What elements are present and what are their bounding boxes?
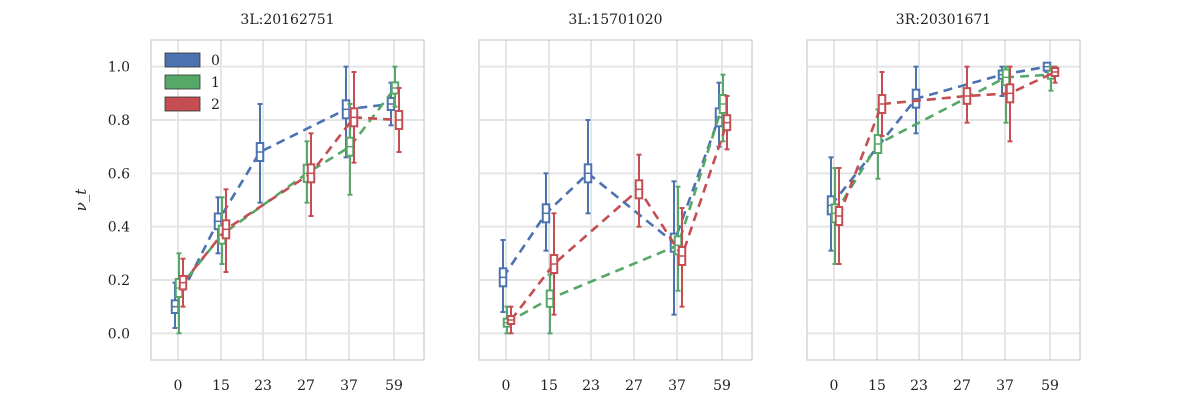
panels: 3L:20162751 0 15 23 27 37 59 0.0 0.2 0.4 0.6 0.8 1.0… <box>108 12 1081 394</box>
y-tick-label: 0.0 <box>108 326 130 342</box>
panel-title: 3L:15701020 <box>568 12 662 28</box>
legend: 0 1 2 <box>164 52 220 113</box>
x-tick-label: 23 <box>254 378 272 394</box>
plot-frame <box>150 39 425 361</box>
x-tick-label: 0 <box>502 378 511 394</box>
legend-swatch-1 <box>164 74 201 90</box>
series-2 <box>834 65 1060 265</box>
x-tick-label: 0 <box>830 378 839 394</box>
panel-2: 3L:15701020 0 15 23 27 37 59 <box>478 12 753 394</box>
x-tick-label: 27 <box>297 378 315 394</box>
panel-3: 3R:20301671 0 15 23 27 37 59 <box>806 12 1081 394</box>
series-1 <box>830 65 1056 265</box>
y-tick-label: 1.0 <box>108 60 130 76</box>
series-line <box>833 73 1052 215</box>
x-tick-label: 15 <box>868 378 886 394</box>
plot-frame <box>478 39 753 361</box>
x-tick-label: 59 <box>713 378 731 394</box>
series-2 <box>178 71 404 308</box>
panel-title: 3R:20301671 <box>896 12 991 28</box>
series-line <box>506 103 725 324</box>
x-tick-label: 27 <box>953 378 971 394</box>
y-axis-label: ν_t <box>72 188 90 212</box>
legend-label-0: 0 <box>211 53 220 69</box>
x-tick-label: 37 <box>996 378 1014 394</box>
plot-area <box>151 40 424 360</box>
x-tick-label: 27 <box>625 378 643 394</box>
x-tick-label: 59 <box>1041 378 1059 394</box>
panel-1: 3L:20162751 0 15 23 27 37 59 0.0 0.2 0.4 0.6 0.8 1.0 <box>108 12 425 394</box>
x-tick-label: 37 <box>340 378 358 394</box>
series-1 <box>502 73 728 335</box>
panel-title: 3L:20162751 <box>240 12 334 28</box>
y-tick-label: 0.6 <box>108 166 130 182</box>
legend-label-1: 1 <box>211 75 220 91</box>
legend-swatch-0 <box>164 52 201 68</box>
plot-area <box>479 40 752 360</box>
x-tick-label: 59 <box>385 378 403 394</box>
series-2 <box>506 95 732 335</box>
plot-frame <box>806 39 1081 361</box>
x-tick-label: 0 <box>174 378 183 394</box>
legend-label-2: 2 <box>211 97 220 113</box>
series-line <box>837 70 1056 217</box>
x-tick-label: 23 <box>582 378 600 394</box>
x-tick-label: 15 <box>540 378 558 394</box>
y-tick-label: 0.4 <box>108 220 130 236</box>
x-tick-label: 15 <box>212 378 230 394</box>
plot-area <box>807 40 1080 360</box>
y-tick-label: 0.2 <box>108 273 130 289</box>
x-tick-label: 23 <box>910 378 928 394</box>
series-line <box>173 102 392 308</box>
y-tick-label: 0.8 <box>108 113 130 129</box>
series-line <box>829 65 1048 207</box>
legend-swatch-2 <box>164 96 201 112</box>
x-tick-label: 37 <box>668 378 686 394</box>
